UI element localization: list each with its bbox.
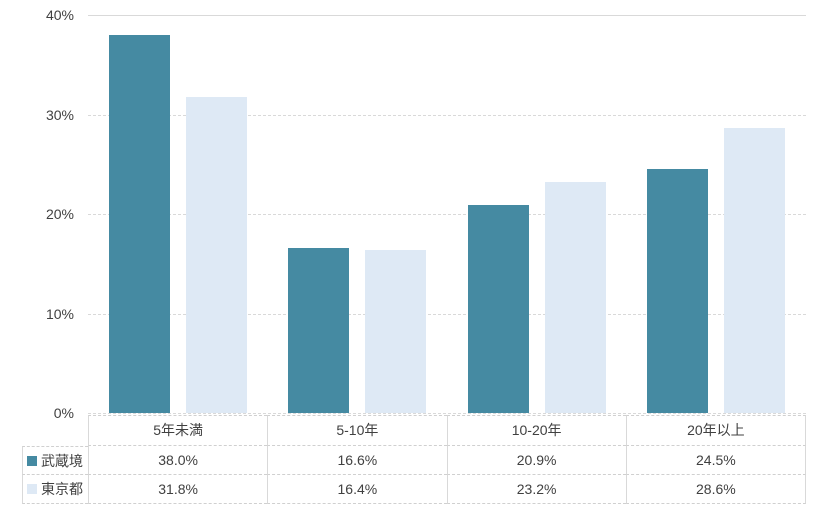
table-header-row: 5年未満 5-10年 10-20年 20年以上	[88, 415, 806, 446]
legend-cell-series2: 東京都	[22, 475, 88, 504]
bar-series2-cat1	[185, 96, 247, 413]
category-header-2: 5-10年	[267, 415, 447, 446]
gridline-0	[88, 413, 806, 414]
gridline-40	[88, 15, 806, 16]
category-header-1: 5年未満	[88, 415, 268, 446]
bar-series2-cat2	[365, 249, 427, 413]
value-cell-series1-cat3: 20.9%	[446, 446, 626, 475]
table-row: 武蔵境 38.0% 16.6% 20.9% 24.5%	[22, 446, 806, 475]
table-row: 東京都 31.8% 16.4% 23.2% 28.6%	[22, 475, 806, 504]
value-cell-series1-cat1: 38.0%	[88, 446, 268, 475]
bar-series1-cat3	[467, 205, 529, 413]
legend-cell-series1: 武蔵境	[22, 446, 88, 475]
value-cell-series1-cat2: 16.6%	[267, 446, 447, 475]
value-cell-series2-cat3: 23.2%	[446, 475, 626, 504]
gridline-30	[88, 114, 806, 116]
bar-series1-cat4	[647, 169, 709, 413]
series-name-label: 東京都	[41, 481, 83, 497]
bar-series2-cat4	[724, 128, 786, 413]
value-cell-series2-cat2: 16.4%	[267, 475, 447, 504]
plot-area	[88, 15, 806, 414]
legend-swatch-icon	[27, 455, 37, 466]
gridline-10	[88, 313, 806, 315]
value-cell-series1-cat4: 24.5%	[625, 446, 806, 475]
bar-series2-cat3	[544, 182, 606, 413]
gridline-20	[88, 214, 806, 215]
legend-swatch-icon	[27, 484, 37, 494]
value-cell-series2-cat4: 28.6%	[625, 475, 806, 504]
series-name-label: 武蔵境	[41, 452, 83, 469]
bar-series1-cat2	[288, 247, 350, 413]
bar-series1-cat1	[108, 34, 170, 413]
value-cell-series2-cat1: 31.8%	[88, 475, 268, 504]
category-header-4: 20年以上	[625, 415, 806, 446]
category-header-3: 10-20年	[446, 415, 626, 446]
